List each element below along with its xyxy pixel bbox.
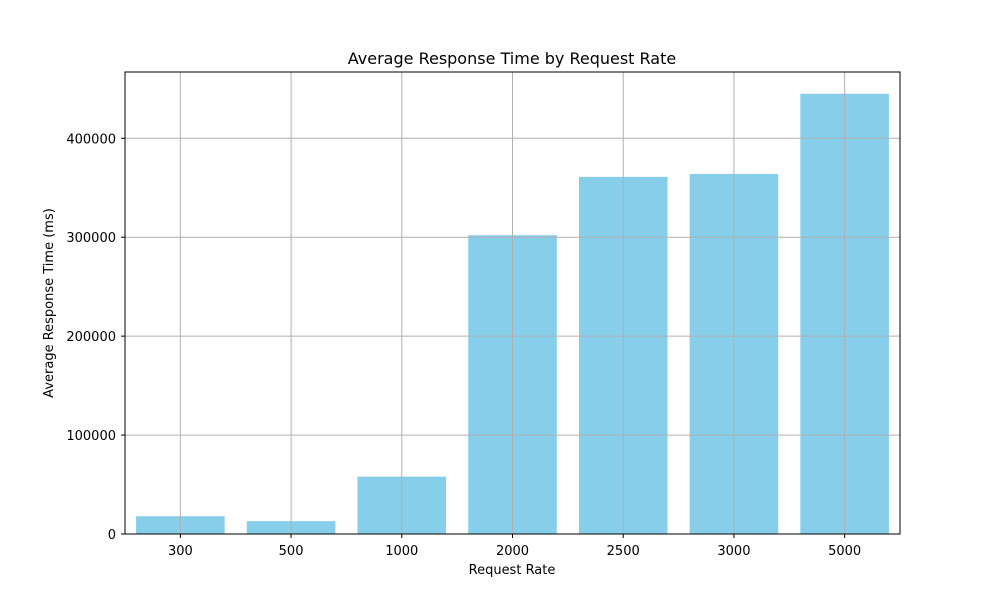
y-tick-label-100000: 100000 (66, 429, 116, 444)
x-tick-label-2500: 2500 (607, 544, 640, 559)
x-tick-label-3000: 3000 (717, 544, 750, 559)
y-tick-label-300000: 300000 (66, 231, 116, 246)
x-tick-label-5000: 5000 (828, 544, 861, 559)
y-axis-ticks: 0 100000 200000 300000 400000 (66, 132, 125, 543)
x-axis-ticks: 300 500 1000 2000 2500 3000 5000 (168, 534, 861, 559)
x-tick-label-500: 500 (279, 544, 304, 559)
y-axis-label: Average Response Time (ms) (42, 208, 57, 398)
x-axis-label: Request Rate (469, 563, 556, 578)
y-tick-label-400000: 400000 (66, 132, 116, 147)
chart-title: Average Response Time by Request Rate (348, 49, 676, 68)
grid-lines (125, 72, 900, 535)
y-tick-label-0: 0 (108, 528, 116, 543)
x-tick-label-1000: 1000 (385, 544, 418, 559)
x-tick-label-2000: 2000 (496, 544, 529, 559)
y-tick-label-200000: 200000 (66, 330, 116, 345)
x-tick-label-300: 300 (168, 544, 193, 559)
